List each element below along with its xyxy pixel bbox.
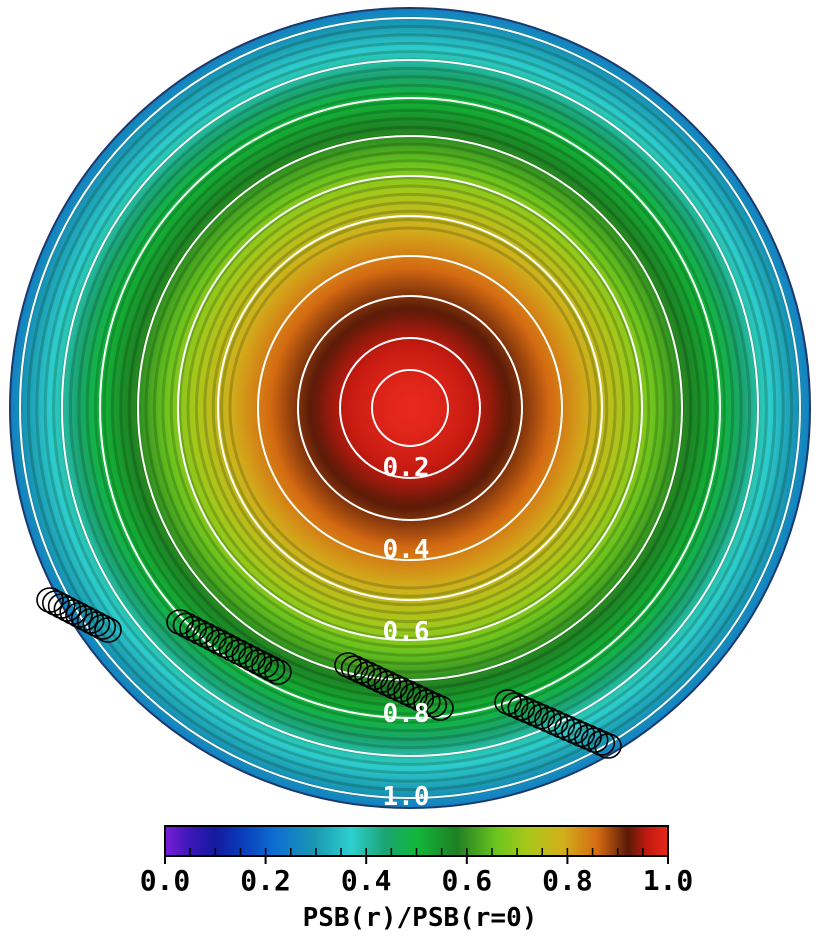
colorbar-tick-label: 0.2 bbox=[240, 864, 291, 897]
circle-marker bbox=[393, 679, 421, 706]
circle-marker bbox=[386, 676, 415, 703]
circle-marker bbox=[540, 709, 569, 736]
contour-line bbox=[371, 369, 449, 447]
contour-lines bbox=[19, 17, 801, 799]
contour-label-0-6: 0.6 bbox=[383, 617, 430, 647]
circle-marker bbox=[373, 670, 402, 697]
circle-marker bbox=[406, 685, 435, 712]
circle-marker bbox=[520, 700, 549, 727]
contour-labels: 0.2 0.4 0.6 0.8 1.0 bbox=[383, 453, 430, 812]
circle-marker bbox=[574, 724, 602, 751]
band-ring bbox=[77, 75, 743, 741]
contour-line bbox=[257, 255, 563, 561]
band-ring bbox=[152, 150, 668, 666]
circle-marker bbox=[264, 659, 292, 685]
band-ring bbox=[102, 100, 718, 716]
circle-marker bbox=[426, 695, 454, 721]
band-ring bbox=[144, 142, 676, 674]
band-ring bbox=[127, 125, 693, 691]
contour-line bbox=[339, 337, 481, 479]
circle-marker bbox=[419, 692, 448, 718]
circle-marker bbox=[334, 652, 362, 678]
band-ring bbox=[194, 192, 626, 624]
band-ring bbox=[169, 167, 651, 649]
circle-marker bbox=[507, 695, 536, 721]
colorbar-tick-label: 1.0 bbox=[643, 864, 694, 897]
band-ring bbox=[161, 159, 659, 657]
circle-marker bbox=[500, 692, 529, 718]
circle-marker bbox=[257, 655, 286, 682]
circle-marker bbox=[567, 721, 596, 748]
contour-line bbox=[19, 17, 801, 799]
circle-marker bbox=[580, 727, 609, 753]
circle-marker bbox=[251, 652, 279, 679]
band-ring bbox=[35, 33, 785, 783]
disk-rim bbox=[9, 7, 811, 809]
circle-marker bbox=[399, 682, 428, 709]
colorbar-label: PSB(r)/PSB(r=0) bbox=[303, 903, 538, 933]
circle-marker bbox=[353, 661, 382, 688]
contour-line bbox=[177, 175, 643, 641]
band-ring bbox=[94, 92, 726, 724]
psb-disk-fill bbox=[10, 8, 810, 808]
circle-marker bbox=[340, 655, 369, 681]
circle-marker bbox=[554, 715, 582, 742]
circle-marker bbox=[367, 667, 395, 694]
band-ring bbox=[186, 184, 634, 632]
circle-marker bbox=[560, 718, 589, 745]
colorbar-tick-label: 0.0 bbox=[140, 864, 191, 897]
circle-marker bbox=[587, 730, 616, 756]
circle-marker bbox=[547, 712, 576, 739]
band-ring bbox=[26, 24, 794, 792]
colorbar-tick-label: 0.4 bbox=[341, 864, 392, 897]
circle-marker bbox=[494, 689, 522, 715]
band-ring bbox=[228, 226, 592, 590]
colorbar: 0.0 0.2 0.4 0.6 0.8 1.0 bbox=[140, 825, 694, 897]
band-ring bbox=[203, 201, 617, 615]
contour-label-0-4: 0.4 bbox=[383, 535, 430, 565]
band-ring bbox=[85, 83, 735, 733]
circle-marker bbox=[347, 658, 375, 684]
circle-markers bbox=[36, 587, 622, 759]
contour-label-0-8: 0.8 bbox=[383, 699, 430, 729]
contour-line bbox=[217, 215, 603, 601]
band-ring bbox=[211, 209, 609, 607]
colorbar-tick-label: 0.6 bbox=[442, 864, 493, 897]
contour-line bbox=[297, 295, 523, 521]
band-ring bbox=[43, 41, 777, 775]
circle-marker bbox=[94, 617, 122, 643]
band-ring bbox=[178, 176, 642, 640]
band-ring bbox=[52, 50, 768, 766]
circle-marker bbox=[594, 733, 622, 759]
contour-line bbox=[99, 97, 721, 719]
circle-marker bbox=[534, 706, 562, 733]
band-ring bbox=[220, 218, 600, 598]
contour-line bbox=[137, 135, 683, 681]
psb-disk bbox=[9, 7, 811, 809]
circle-marker bbox=[380, 673, 408, 700]
contour-label-0-2: 0.2 bbox=[383, 453, 430, 483]
colorbar-tick-label: 0.8 bbox=[542, 864, 593, 897]
contour-line bbox=[61, 59, 759, 757]
circle-marker bbox=[413, 689, 441, 715]
circle-marker bbox=[88, 614, 116, 640]
band-ring bbox=[68, 66, 752, 750]
circle-marker bbox=[514, 697, 542, 724]
contour-label-1-0: 1.0 bbox=[383, 782, 430, 812]
circle-marker bbox=[360, 664, 389, 691]
circle-marker bbox=[527, 703, 556, 730]
